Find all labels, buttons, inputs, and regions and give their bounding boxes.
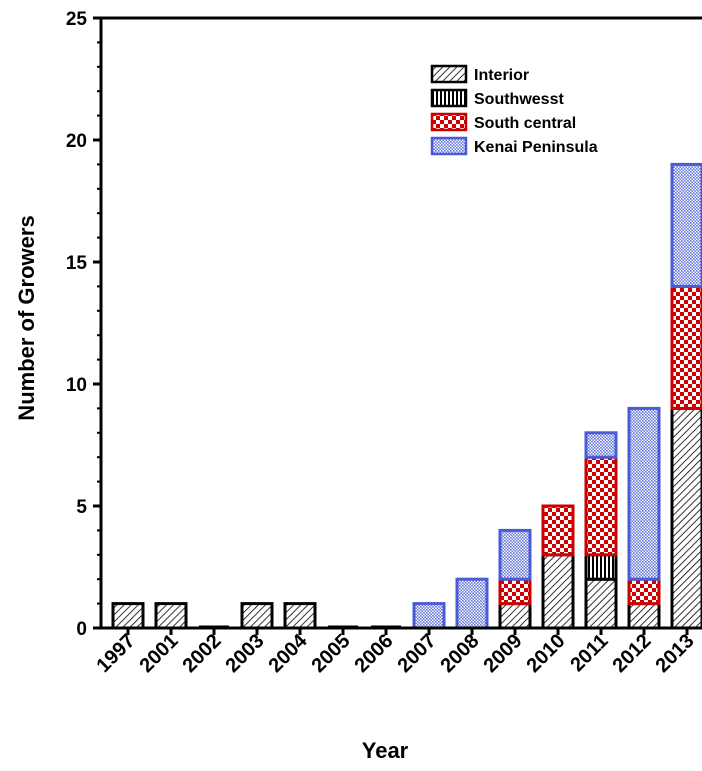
bar-segment-2012-south-central	[627, 577, 661, 606]
x-tick-label: 1997	[93, 630, 140, 677]
legend-swatch-kenai-peninsula	[430, 136, 468, 156]
x-tick-label: 2009	[480, 630, 527, 677]
bar-segment-2013-interior	[670, 406, 702, 630]
legend-swatch-interior	[430, 64, 468, 84]
legend-swatch-southwesst	[430, 88, 468, 108]
bar-segment-2001-interior	[154, 602, 188, 630]
y-tick-label: 5	[76, 497, 87, 518]
x-tick-label: 2012	[609, 630, 656, 677]
bar-segment-2012-interior	[627, 602, 661, 630]
legend-label: South central	[474, 115, 576, 132]
y-tick-label: 20	[66, 131, 87, 152]
x-tick-label: 2013	[652, 630, 699, 677]
x-tick-label: 2002	[179, 630, 226, 677]
x-axis-title: Year	[362, 738, 409, 763]
y-tick-label: 25	[66, 9, 88, 30]
y-tick-label: 15	[66, 253, 88, 274]
x-tick-label: 2001	[136, 630, 183, 677]
bar-segment-2003-interior	[240, 602, 274, 630]
bar-segment-2009-kenai-peninsula	[498, 528, 532, 581]
y-tick-label: 10	[66, 375, 87, 396]
legend-label: Interior	[474, 67, 529, 84]
bar-segment-2009-south-central	[498, 577, 532, 606]
bar-segment-1997-interior	[111, 602, 145, 630]
legend-label: Southwesst	[474, 91, 564, 108]
x-tick-label: 2004	[265, 629, 313, 677]
bar-segment-2011-south-central	[584, 455, 618, 557]
bar-segment-2010-south-central	[541, 504, 575, 557]
y-tick-label: 0	[76, 619, 87, 640]
y-axis-title: Number of Growers	[14, 215, 39, 420]
x-tick-label: 2008	[437, 630, 484, 677]
x-tick-label: 2011	[566, 630, 612, 676]
bar-segment-2011-interior	[584, 577, 618, 630]
bar-segment-2008-kenai-peninsula	[455, 577, 489, 630]
bar-segment-2010-interior	[541, 553, 575, 630]
legend: Interior Southwesst South central Kenai Pen…	[430, 64, 598, 156]
x-tick-label: 2010	[523, 630, 570, 677]
bar-segment-2013-kenai-peninsula	[670, 162, 702, 288]
bar-segment-2004-interior	[283, 602, 317, 630]
bar-segment-2011-kenai-peninsula	[584, 431, 618, 459]
bar-segment-2009-interior	[498, 602, 532, 630]
legend-label: Kenai Peninsula	[474, 139, 598, 156]
bar-segment-2012-kenai-peninsula	[627, 406, 661, 581]
x-tick-label: 2006	[351, 630, 398, 677]
x-tick-label: 2005	[308, 630, 355, 677]
bar-segment-2007-kenai-peninsula	[412, 602, 446, 630]
bar-segment-2013-south-central	[670, 284, 702, 410]
bar-segment-2011-southwesst	[584, 553, 618, 581]
legend-swatch-south-central	[430, 112, 468, 132]
x-tick-label: 2003	[222, 630, 269, 677]
plot-area	[111, 162, 702, 630]
x-tick-label: 2007	[394, 630, 441, 677]
